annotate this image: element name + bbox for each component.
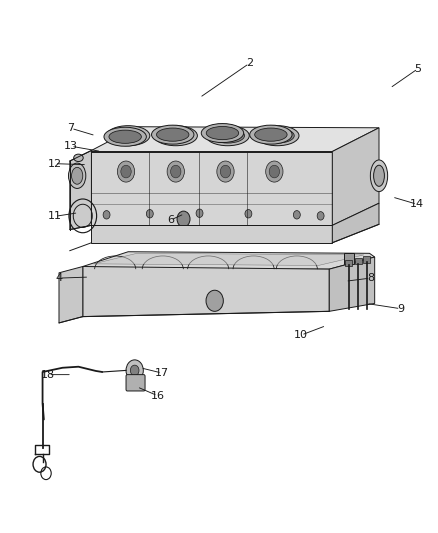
Ellipse shape xyxy=(201,124,244,142)
Ellipse shape xyxy=(206,126,249,146)
Text: 8: 8 xyxy=(367,273,374,283)
Ellipse shape xyxy=(74,154,83,161)
Text: 4: 4 xyxy=(56,273,63,283)
Circle shape xyxy=(196,209,203,217)
Text: 9: 9 xyxy=(397,304,404,314)
Polygon shape xyxy=(329,257,374,311)
Circle shape xyxy=(170,165,181,178)
Text: 6: 6 xyxy=(167,215,174,225)
Circle shape xyxy=(146,209,153,218)
FancyBboxPatch shape xyxy=(345,260,352,266)
Ellipse shape xyxy=(206,126,239,140)
Text: 10: 10 xyxy=(294,330,308,340)
FancyBboxPatch shape xyxy=(364,256,371,263)
Text: 12: 12 xyxy=(48,159,62,168)
Circle shape xyxy=(266,161,283,182)
Polygon shape xyxy=(92,225,332,243)
Polygon shape xyxy=(83,252,374,269)
Circle shape xyxy=(117,161,134,182)
Ellipse shape xyxy=(159,128,193,143)
Circle shape xyxy=(126,360,143,381)
Polygon shape xyxy=(83,266,329,317)
Ellipse shape xyxy=(154,126,198,146)
Circle shape xyxy=(293,211,300,219)
Circle shape xyxy=(131,365,139,376)
Ellipse shape xyxy=(261,128,294,143)
Ellipse shape xyxy=(111,128,145,143)
Circle shape xyxy=(121,165,131,178)
Text: 2: 2 xyxy=(246,59,253,68)
Circle shape xyxy=(245,209,252,218)
Text: 5: 5 xyxy=(414,64,421,74)
Circle shape xyxy=(206,290,223,311)
FancyBboxPatch shape xyxy=(355,258,362,264)
Polygon shape xyxy=(59,266,83,323)
Circle shape xyxy=(269,165,279,178)
Circle shape xyxy=(317,212,324,220)
Circle shape xyxy=(103,211,110,219)
Ellipse shape xyxy=(71,167,83,184)
Circle shape xyxy=(177,211,190,227)
Circle shape xyxy=(167,161,184,182)
Text: 17: 17 xyxy=(155,368,169,378)
Text: 11: 11 xyxy=(48,212,62,221)
FancyBboxPatch shape xyxy=(344,253,354,264)
Polygon shape xyxy=(70,150,92,230)
Polygon shape xyxy=(92,127,379,151)
Ellipse shape xyxy=(256,126,299,146)
Ellipse shape xyxy=(106,126,150,146)
Ellipse shape xyxy=(68,163,86,189)
Text: 13: 13 xyxy=(64,141,78,151)
Ellipse shape xyxy=(156,128,189,141)
Text: 18: 18 xyxy=(41,369,55,379)
Polygon shape xyxy=(332,203,379,243)
Ellipse shape xyxy=(109,130,141,143)
Ellipse shape xyxy=(371,160,388,191)
FancyBboxPatch shape xyxy=(126,375,145,391)
Circle shape xyxy=(220,165,231,178)
Polygon shape xyxy=(92,151,332,225)
Polygon shape xyxy=(332,128,379,225)
Ellipse shape xyxy=(254,128,287,141)
Text: 7: 7 xyxy=(67,123,74,133)
Ellipse shape xyxy=(104,127,146,146)
Ellipse shape xyxy=(250,125,292,144)
Text: 16: 16 xyxy=(151,391,165,401)
Ellipse shape xyxy=(152,125,194,144)
Text: 14: 14 xyxy=(410,199,424,209)
Ellipse shape xyxy=(211,128,244,143)
Polygon shape xyxy=(94,253,364,265)
Ellipse shape xyxy=(374,165,385,187)
Circle shape xyxy=(217,161,234,182)
